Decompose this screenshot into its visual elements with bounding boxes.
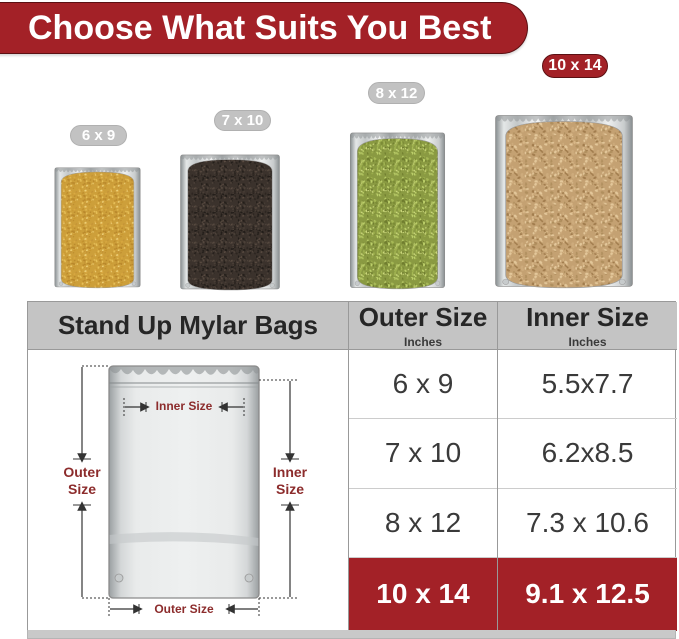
svg-text:Outer: Outer bbox=[63, 464, 101, 480]
svg-text:Outer Size: Outer Size bbox=[154, 602, 214, 616]
svg-text:Size: Size bbox=[276, 481, 304, 497]
svg-text:Size: Size bbox=[68, 481, 96, 497]
svg-text:Inner Size: Inner Size bbox=[156, 399, 213, 413]
svg-text:Inner: Inner bbox=[273, 464, 308, 480]
